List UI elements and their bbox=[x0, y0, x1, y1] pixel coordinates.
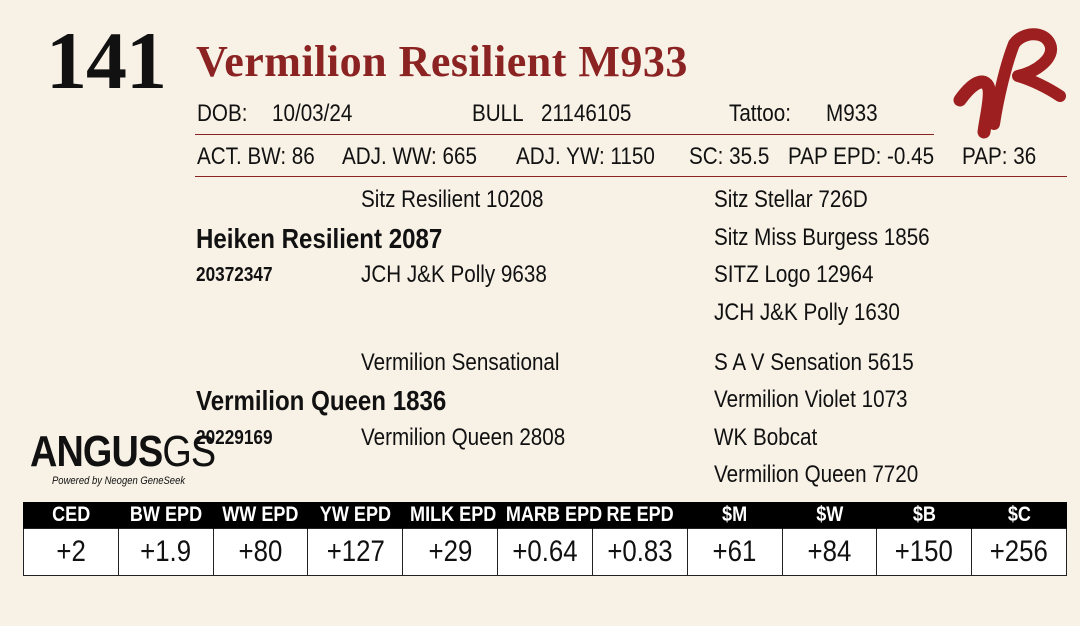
actual-birth-weight: ACT. BW: 86 bbox=[197, 143, 315, 170]
epd-value-marb: +0.64 bbox=[497, 528, 593, 576]
brand-logo-icon bbox=[953, 28, 1066, 139]
dam-dam-sire: WK Bobcat bbox=[714, 424, 818, 451]
epd-header-m: $M bbox=[686, 502, 783, 529]
divider-line bbox=[195, 176, 1067, 177]
epd-header-marb: MARB EPD bbox=[497, 502, 602, 529]
epd-value-bw: +1.9 bbox=[117, 528, 214, 576]
sex-label: BULL bbox=[472, 100, 524, 127]
dam-sire: Vermilion Sensational bbox=[361, 349, 560, 376]
registration-number: 21146105 bbox=[541, 100, 632, 127]
dam-registration: 20229169 bbox=[196, 427, 273, 449]
sire-dam-dam: JCH J&K Polly 1630 bbox=[714, 299, 900, 326]
epd-header-ced: CED bbox=[23, 502, 119, 529]
scrotal-circumference: SC: 35.5 bbox=[689, 143, 770, 170]
epd-value-c: +256 bbox=[971, 528, 1067, 576]
lot-number: 141 bbox=[46, 15, 167, 106]
epd-value-row: +2 +1.9 +80 +127 +29 +0.64 +0.83 +61 +84… bbox=[23, 528, 1067, 576]
epd-header-re: RE EPD bbox=[591, 502, 688, 529]
epd-value-yw: +127 bbox=[307, 528, 404, 576]
pap-value: PAP: 36 bbox=[962, 143, 1037, 170]
tattoo-label: Tattoo: bbox=[729, 100, 791, 127]
dam-dam: Vermilion Queen 2808 bbox=[361, 424, 566, 451]
adjusted-weaning-weight: ADJ. WW: 665 bbox=[342, 143, 477, 170]
sire-sire: Sitz Resilient 10208 bbox=[361, 186, 544, 213]
epd-header-c: $C bbox=[971, 502, 1067, 529]
epd-value-b: +150 bbox=[876, 528, 973, 576]
epd-header-ww: WW EPD bbox=[212, 502, 309, 529]
epd-table: CED BW EPD WW EPD YW EPD MILK EPD MARB E… bbox=[23, 502, 1067, 576]
pap-epd: PAP EPD: -0.45 bbox=[788, 143, 935, 170]
dam-name: Vermilion Queen 1836 bbox=[196, 385, 447, 416]
divider-line bbox=[195, 134, 934, 135]
sire-dam-sire: SITZ Logo 12964 bbox=[714, 261, 874, 288]
epd-value-m: +61 bbox=[686, 528, 783, 576]
dob-value: 10/03/24 bbox=[272, 100, 353, 127]
sire-sire-sire: Sitz Stellar 726D bbox=[714, 186, 868, 213]
dam-sire-dam: Vermilion Violet 1073 bbox=[714, 386, 908, 413]
dam-dam-dam: Vermilion Queen 7720 bbox=[714, 461, 919, 488]
epd-header-bw: BW EPD bbox=[117, 502, 214, 529]
sire-sire-dam: Sitz Miss Burgess 1856 bbox=[714, 224, 930, 251]
epd-header-w: $W bbox=[781, 502, 878, 529]
dob-label: DOB: bbox=[197, 100, 248, 127]
epd-value-ced: +2 bbox=[23, 528, 119, 576]
epd-value-re: +0.83 bbox=[591, 528, 688, 576]
epd-value-w: +84 bbox=[781, 528, 878, 576]
sire-name: Heiken Resilient 2087 bbox=[196, 223, 443, 254]
epd-value-ww: +80 bbox=[212, 528, 309, 576]
sire-registration: 20372347 bbox=[196, 264, 273, 286]
tattoo-value: M933 bbox=[826, 100, 878, 127]
epd-header-b: $B bbox=[876, 502, 973, 529]
epd-header-yw: YW EPD bbox=[307, 502, 404, 529]
epd-value-milk: +29 bbox=[402, 528, 499, 576]
dam-sire-sire: S A V Sensation 5615 bbox=[714, 349, 914, 376]
adjusted-yearling-weight: ADJ. YW: 1150 bbox=[516, 143, 655, 170]
sire-dam: JCH J&K Polly 9638 bbox=[361, 261, 547, 288]
angus-gs-logo: ANGUSGS Powered by Neogen GeneSeek bbox=[30, 427, 216, 488]
animal-name: Vermilion Resilient M933 bbox=[196, 37, 688, 86]
epd-header-milk: MILK EPD bbox=[402, 502, 499, 529]
epd-header-row: CED BW EPD WW EPD YW EPD MILK EPD MARB E… bbox=[23, 502, 1067, 529]
